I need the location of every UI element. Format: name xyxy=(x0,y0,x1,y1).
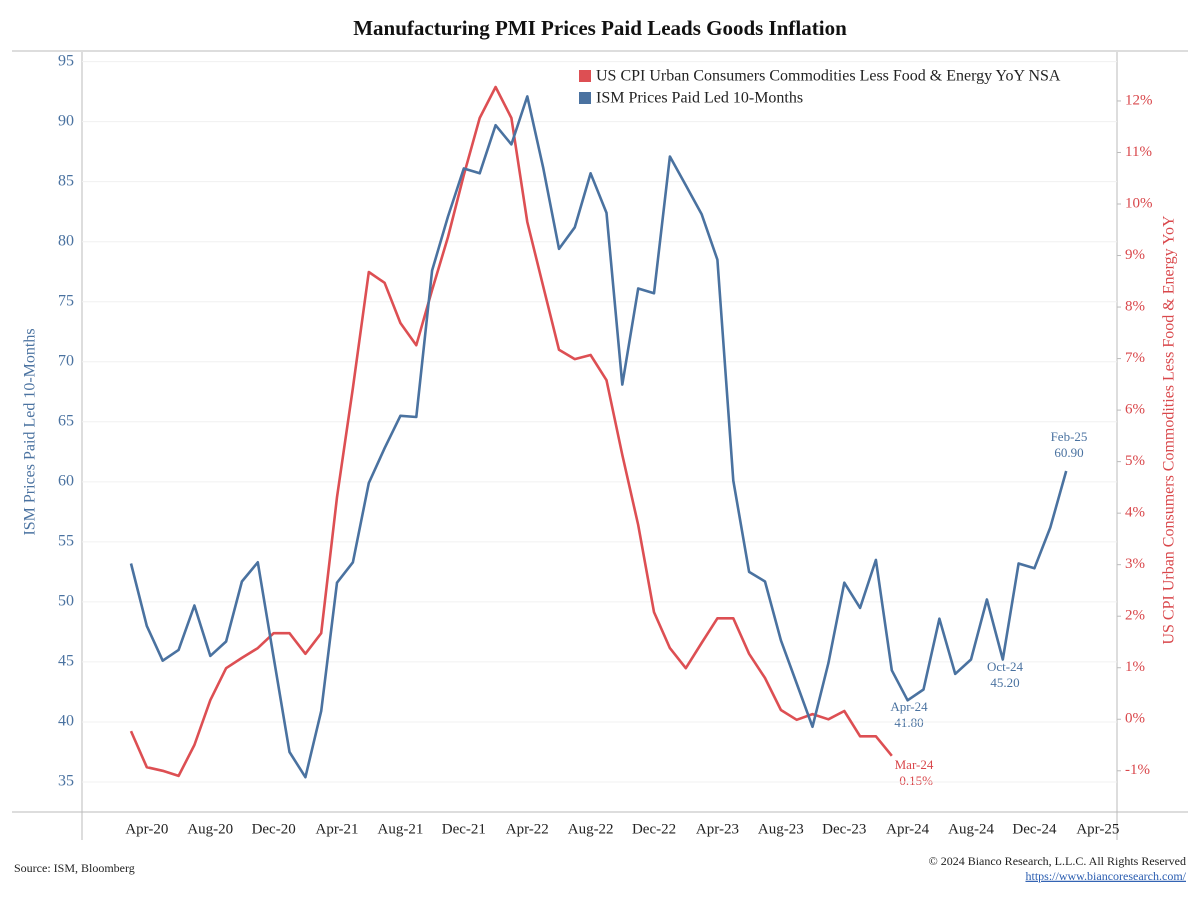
y2-axis-label: US CPI Urban Consumers Commodities Less … xyxy=(1161,215,1178,645)
y2-tick-label: 9% xyxy=(1125,247,1145,263)
x-tick-label: Apr-25 xyxy=(1076,821,1119,837)
y-tick-label: 55 xyxy=(58,533,74,550)
annotation-date: Oct-24 xyxy=(987,659,1024,674)
x-tick-label: Dec-20 xyxy=(252,821,296,837)
y-tick-label: 65 xyxy=(58,412,74,429)
x-tick-label: Dec-22 xyxy=(632,821,676,837)
source: Source: ISM, Bloomberg xyxy=(14,861,135,875)
x-tick-label: Apr-22 xyxy=(506,821,549,837)
y-tick-label: 70 xyxy=(58,352,74,369)
y2-tick-label: 1% xyxy=(1125,659,1145,675)
y-tick-label: 85 xyxy=(58,172,74,189)
y-tick-label: 75 xyxy=(58,292,74,309)
legend-swatch xyxy=(579,70,591,82)
legend-swatch xyxy=(579,92,591,104)
y-axis-label: ISM Prices Paid Led 10-Months xyxy=(22,328,39,535)
y2-tick-label: 11% xyxy=(1125,144,1152,160)
series-line xyxy=(129,95,1068,779)
chart-title: Manufacturing PMI Prices Paid Leads Good… xyxy=(353,16,847,40)
x-tick-label: Dec-24 xyxy=(1012,821,1057,837)
annotation-date: Feb-25 xyxy=(1051,429,1088,444)
annotation-value: 45.20 xyxy=(990,675,1019,690)
annotation-date: Apr-24 xyxy=(890,699,928,714)
annotation-value: 41.80 xyxy=(894,715,923,730)
x-tick-label: Aug-23 xyxy=(758,821,804,837)
y-tick-label: 40 xyxy=(58,713,74,730)
copyright: © 2024 Bianco Research, L.L.C. All Right… xyxy=(929,854,1186,868)
y2-tick-label: 12% xyxy=(1125,92,1153,108)
x-tick-label: Aug-24 xyxy=(948,821,994,837)
x-tick-label: Aug-21 xyxy=(378,821,424,837)
x-tick-label: Apr-23 xyxy=(696,821,739,837)
y2-tick-label: 8% xyxy=(1125,298,1145,314)
legend-label: ISM Prices Paid Led 10-Months xyxy=(596,90,803,107)
x-tick-label: Dec-21 xyxy=(442,821,486,837)
annotation-value: -0.15% xyxy=(895,773,933,788)
y2-tick-label: 0% xyxy=(1125,711,1145,727)
x-tick-label: Aug-22 xyxy=(568,821,614,837)
y2-tick-label: 5% xyxy=(1125,453,1145,469)
y2-tick-label: 4% xyxy=(1125,505,1145,521)
x-tick-label: Aug-20 xyxy=(187,821,233,837)
y-tick-label: 95 xyxy=(58,52,74,69)
y2-tick-label: -1% xyxy=(1125,762,1150,778)
x-tick-label: Dec-23 xyxy=(822,821,866,837)
y2-tick-label: 3% xyxy=(1125,556,1145,572)
y2-tick-label: 6% xyxy=(1125,402,1145,418)
y-tick-label: 60 xyxy=(58,472,74,489)
url[interactable]: https://www.biancoresearch.com/ xyxy=(1025,869,1186,883)
x-tick-label: Apr-20 xyxy=(125,821,168,837)
y-tick-label: 90 xyxy=(58,112,74,129)
series-line xyxy=(129,85,893,778)
y2-tick-label: 7% xyxy=(1125,350,1145,366)
x-tick-label: Apr-24 xyxy=(886,821,930,837)
x-tick-label: Apr-21 xyxy=(316,821,359,837)
y-tick-label: 50 xyxy=(58,593,74,610)
annotation-value: 60.90 xyxy=(1054,445,1083,460)
y2-tick-label: 2% xyxy=(1125,608,1145,624)
y2-tick-label: 10% xyxy=(1125,195,1153,211)
y-tick-label: 80 xyxy=(58,232,74,249)
y-tick-label: 35 xyxy=(58,773,74,790)
legend-label: US CPI Urban Consumers Commodities Less … xyxy=(596,68,1061,85)
y-tick-label: 45 xyxy=(58,653,74,670)
annotation-date: Mar-24 xyxy=(895,757,934,772)
